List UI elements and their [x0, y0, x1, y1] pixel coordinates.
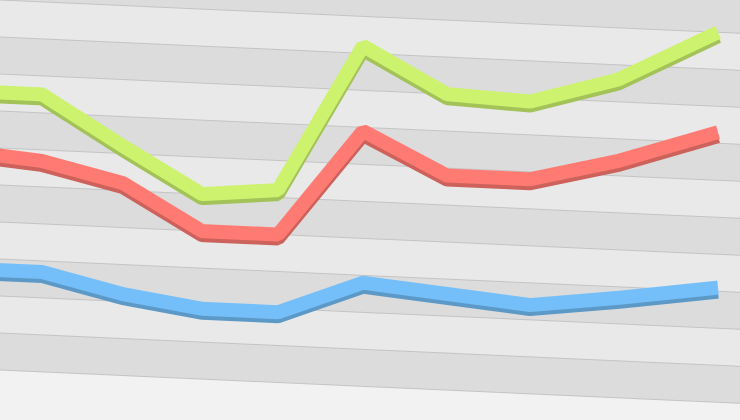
grid-band [0, 0, 740, 71]
ribbon [0, 25, 721, 202]
grid-line [0, 369, 740, 404]
grid-line [0, 221, 740, 256]
grid-line [0, 73, 740, 108]
ribbon [0, 263, 719, 320]
grid-band [0, 185, 740, 256]
grid-line [0, 332, 740, 367]
grid-band [0, 148, 740, 219]
grid-line [0, 0, 740, 34]
ribbon [0, 124, 720, 242]
grid-line [0, 258, 740, 293]
grid-band [0, 333, 740, 404]
grid-band [0, 222, 740, 293]
grid-band [0, 74, 740, 145]
